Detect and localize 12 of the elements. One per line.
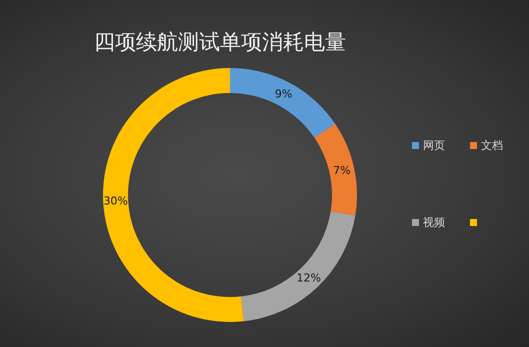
data-label: 30% bbox=[103, 194, 128, 208]
donut-slice bbox=[241, 212, 356, 322]
data-label: 9% bbox=[274, 87, 292, 100]
donut-slice bbox=[230, 68, 336, 138]
donut-slice bbox=[314, 124, 357, 216]
chart-title: 四项续航测试单项消耗电量 bbox=[93, 29, 347, 56]
legend-label: 文档 bbox=[481, 138, 503, 153]
donut-slice bbox=[103, 68, 244, 322]
data-label: 12% bbox=[296, 272, 321, 285]
legend-label: 视频 bbox=[423, 215, 445, 230]
data-label: 7% bbox=[333, 164, 351, 177]
legend-label: 网页 bbox=[423, 138, 445, 153]
